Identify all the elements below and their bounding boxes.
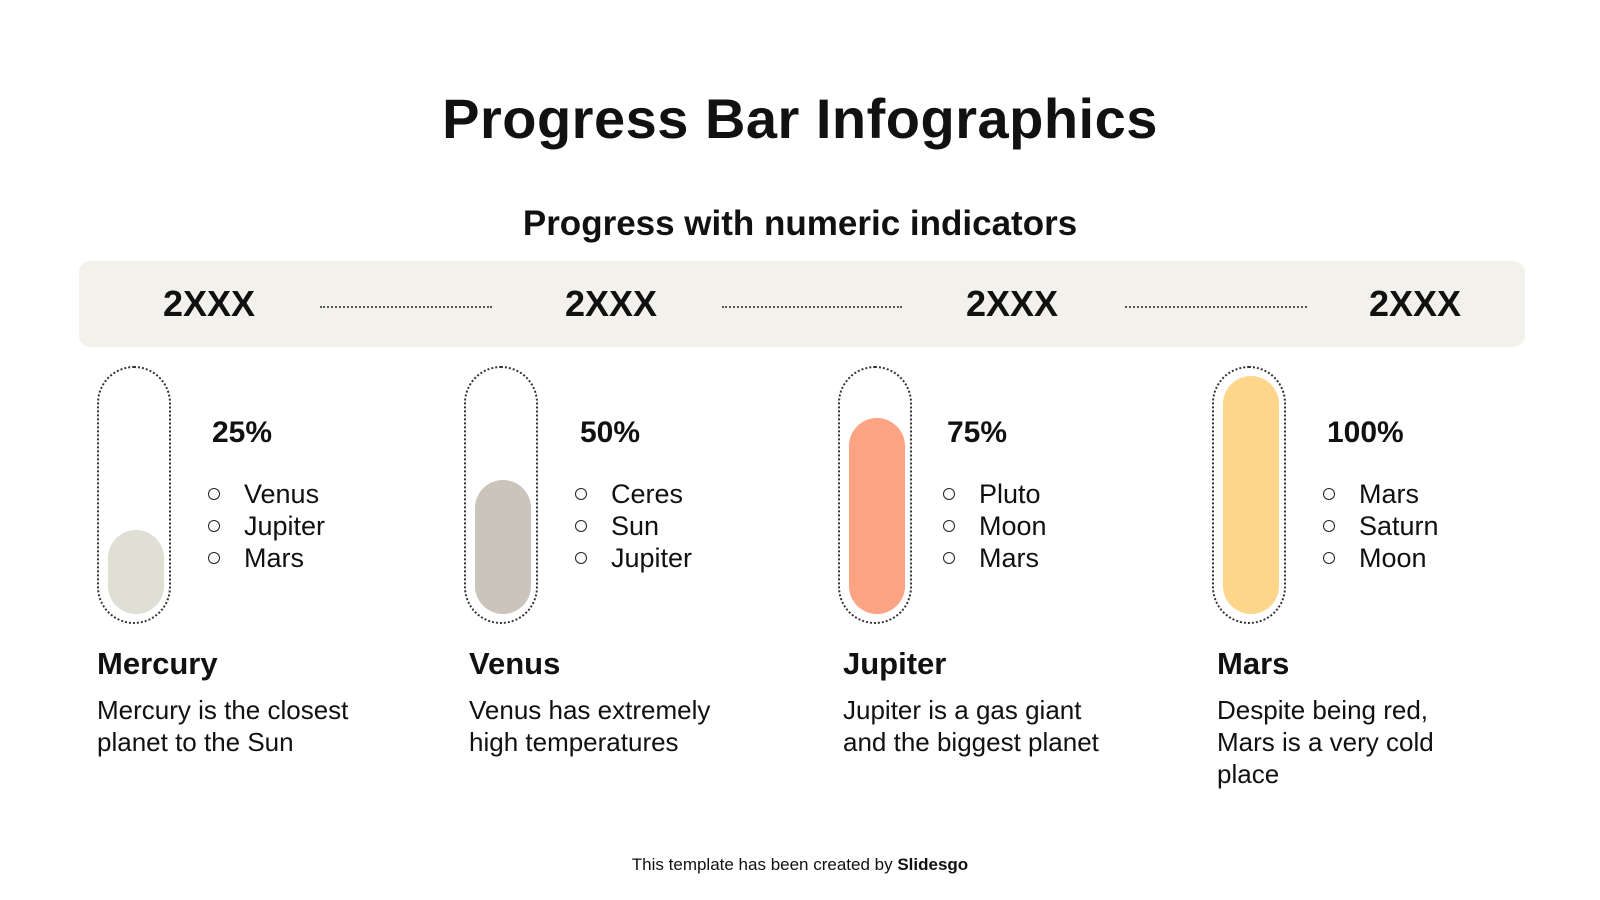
circle-bullet-icon	[208, 552, 220, 564]
circle-bullet-icon	[208, 488, 220, 500]
list-item: Pluto	[943, 478, 1047, 510]
bullet-list: Pluto Moon Mars	[943, 478, 1047, 574]
circle-bullet-icon	[208, 520, 220, 532]
timeline-year-1: 2XXX	[162, 283, 256, 324]
list-item: Venus	[208, 478, 325, 510]
progress-track	[1212, 366, 1286, 624]
circle-bullet-icon	[1323, 488, 1335, 500]
item-name: Venus	[469, 646, 561, 681]
circle-bullet-icon	[943, 520, 955, 532]
circle-bullet-icon	[575, 520, 587, 532]
timeline-band: 2XXX 2XXX 2XXX 2XXX	[79, 261, 1525, 347]
list-item: Sun	[575, 510, 692, 542]
progress-percent: 25%	[212, 416, 273, 449]
progress-fill	[108, 530, 164, 614]
slide-subtitle: Progress with numeric indicators	[522, 204, 1078, 243]
circle-bullet-icon	[575, 488, 587, 500]
list-item: Jupiter	[208, 510, 325, 542]
circle-bullet-icon	[1323, 520, 1335, 532]
item-name: Jupiter	[843, 646, 947, 681]
footer-credit: This template has been created by Slides…	[0, 855, 1600, 875]
progress-percent: 50%	[580, 416, 641, 449]
slide-title: Progress Bar Infographics	[442, 87, 1158, 150]
bullet-list: Ceres Sun Jupiter	[575, 478, 692, 574]
timeline-year-3: 2XXX	[965, 283, 1059, 324]
item-description: Mercury is the closest planet to the Sun	[97, 695, 349, 757]
list-item: Mars	[208, 542, 325, 574]
circle-bullet-icon	[575, 552, 587, 564]
list-item: Jupiter	[575, 542, 692, 574]
progress-fill	[849, 418, 905, 614]
progress-percent: 100%	[1327, 416, 1404, 449]
timeline-year-4: 2XXX	[1368, 283, 1462, 324]
progress-fill	[1223, 376, 1279, 614]
footer-brand-link[interactable]: Slidesgo	[897, 855, 969, 874]
footer-prefix: This template has been created by	[631, 855, 898, 874]
list-item: Mars	[943, 542, 1047, 574]
item-description: Venus has extremely high temperatures	[469, 695, 711, 757]
progress-track	[464, 366, 538, 624]
circle-bullet-icon	[1323, 552, 1335, 564]
list-item: Ceres	[575, 478, 692, 510]
list-item: Mars	[1323, 478, 1439, 510]
list-item: Moon	[943, 510, 1047, 542]
bullet-list: Mars Saturn Moon	[1323, 478, 1439, 574]
timeline-dotted-connector	[1125, 306, 1307, 308]
timeline-dotted-connector	[320, 306, 492, 308]
circle-bullet-icon	[943, 552, 955, 564]
item-description: Despite being red, Mars is a very cold p…	[1217, 695, 1434, 789]
progress-track	[97, 366, 171, 624]
bullet-list: Venus Jupiter Mars	[208, 478, 325, 574]
item-name: Mercury	[97, 646, 218, 681]
progress-track	[838, 366, 912, 624]
progress-percent: 75%	[947, 416, 1008, 449]
item-name: Mars	[1217, 646, 1290, 681]
list-item: Saturn	[1323, 510, 1439, 542]
item-description: Jupiter is a gas giant and the biggest p…	[843, 695, 1099, 757]
timeline-dotted-connector	[722, 306, 902, 308]
timeline-year-2: 2XXX	[564, 283, 658, 324]
progress-fill	[475, 480, 531, 614]
circle-bullet-icon	[943, 488, 955, 500]
list-item: Moon	[1323, 542, 1439, 574]
